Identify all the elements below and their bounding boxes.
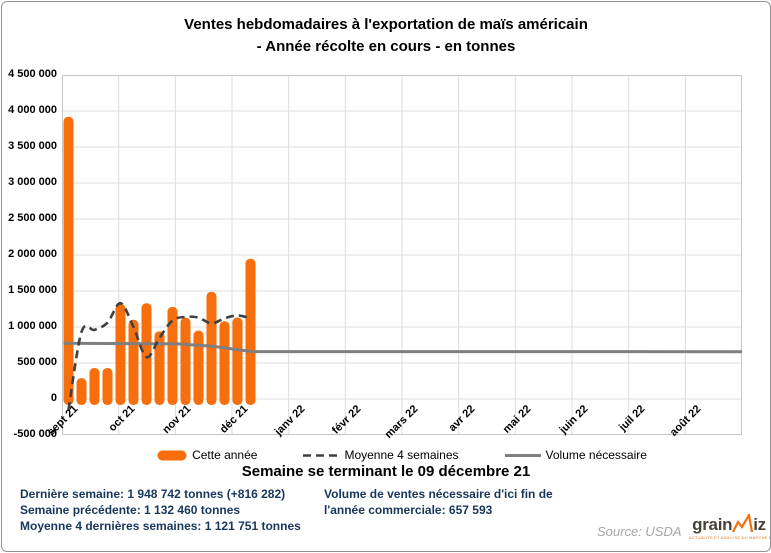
legend: Cette année Moyenne 4 semaines Volume né… <box>62 448 742 462</box>
week-ending-subtitle: Semaine se terminant le 09 décembre 21 <box>241 463 531 480</box>
bar-week-2 <box>76 378 87 405</box>
last-week-line: Dernière semaine: 1 948 742 tonnes (+816… <box>20 487 286 501</box>
plot-border <box>62 75 742 435</box>
volume-needed-line1: Volume de ventes nécessaire d'ici fin de <box>324 487 553 501</box>
chart-title: Ventes hebdomadaires à l'exportation de … <box>2 14 770 58</box>
legend-item-volume-necessaire: Volume nécessaire <box>504 448 647 462</box>
y-axis-tick-label: 4 000 000 <box>8 104 57 116</box>
dashed-line-swatch-icon <box>303 453 340 457</box>
footer-stats-right: Volume de ventes nécessaire d'ici fin de… <box>324 486 553 518</box>
y-axis-tick-label: -500 000 <box>13 428 57 440</box>
bar-week-13 <box>219 321 230 405</box>
y-axis-tick-label: 3 000 000 <box>8 176 57 188</box>
legend-label: Volume nécessaire <box>545 448 647 462</box>
volume-line <box>63 341 742 354</box>
y-axis-tick-label: 1 500 000 <box>8 284 57 296</box>
logo-tagline: ACTUALITÉ ET ANALYSE DU MARCHÉ DES GRAIN… <box>689 535 770 540</box>
legend-label: Cette année <box>192 448 258 462</box>
y-axis-tick-label: 2 500 000 <box>8 212 57 224</box>
y-axis-tick-label: 2 000 000 <box>8 248 57 260</box>
bar-week-8 <box>154 331 165 405</box>
bar-week-12 <box>206 291 217 405</box>
y-axis-tick-label: 1 000 000 <box>8 320 57 332</box>
solid-line-swatch-icon <box>504 453 541 457</box>
y-axis-tick-label: 500 000 <box>17 356 57 368</box>
bar-week-10 <box>180 317 191 405</box>
previous-week-line: Semaine précédente: 1 132 460 tonnes <box>20 503 241 517</box>
logo-w-zigzag-icon <box>732 514 754 533</box>
legend-label: Moyenne 4 semaines <box>344 448 459 462</box>
chart-title-line2: - Année récolte en cours - en tonnes <box>256 38 516 55</box>
bar-week-3 <box>89 368 100 405</box>
bar-week-15 <box>245 258 256 405</box>
y-axis-tick-label: 3 500 000 <box>8 140 57 152</box>
moving-average-line <box>67 301 251 411</box>
footer-stats-left: Dernière semaine: 1 948 742 tonnes (+816… <box>20 486 301 534</box>
bar-week-5 <box>115 303 126 405</box>
bar-swatch-icon <box>157 450 187 460</box>
y-axis-tick-label: 4 500 000 <box>8 68 57 80</box>
logo-text-grain: grain <box>692 515 733 534</box>
bar-week-14 <box>232 317 243 405</box>
legend-item-cette-annee: Cette année <box>157 448 257 462</box>
bar-week-11 <box>193 330 204 405</box>
y-axis-tick-label: 0 <box>50 392 57 404</box>
bar-week-6 <box>128 319 139 405</box>
chart-title-line1: Ventes hebdomadaires à l'exportation de … <box>184 16 588 33</box>
grainwiz-logo: grain iz ACTUALITÉ ET ANALYSE DU MARCHÉ D… <box>689 514 770 540</box>
bar-week-1 <box>63 116 74 405</box>
legend-item-moyenne-4-semaines: Moyenne 4 semaines <box>303 448 459 462</box>
bar-week-4 <box>102 368 113 405</box>
plot-area <box>62 75 742 435</box>
bar-week-9 <box>167 306 178 405</box>
average-4-weeks-line: Moyenne 4 dernières semaines: 1 121 751 … <box>20 519 301 533</box>
source-label: Source: USDA <box>597 524 682 539</box>
bar-week-7 <box>141 303 152 405</box>
logo-text-iz: iz <box>753 515 766 534</box>
volume-needed-line2: l'année commerciale: 657 593 <box>324 503 493 517</box>
